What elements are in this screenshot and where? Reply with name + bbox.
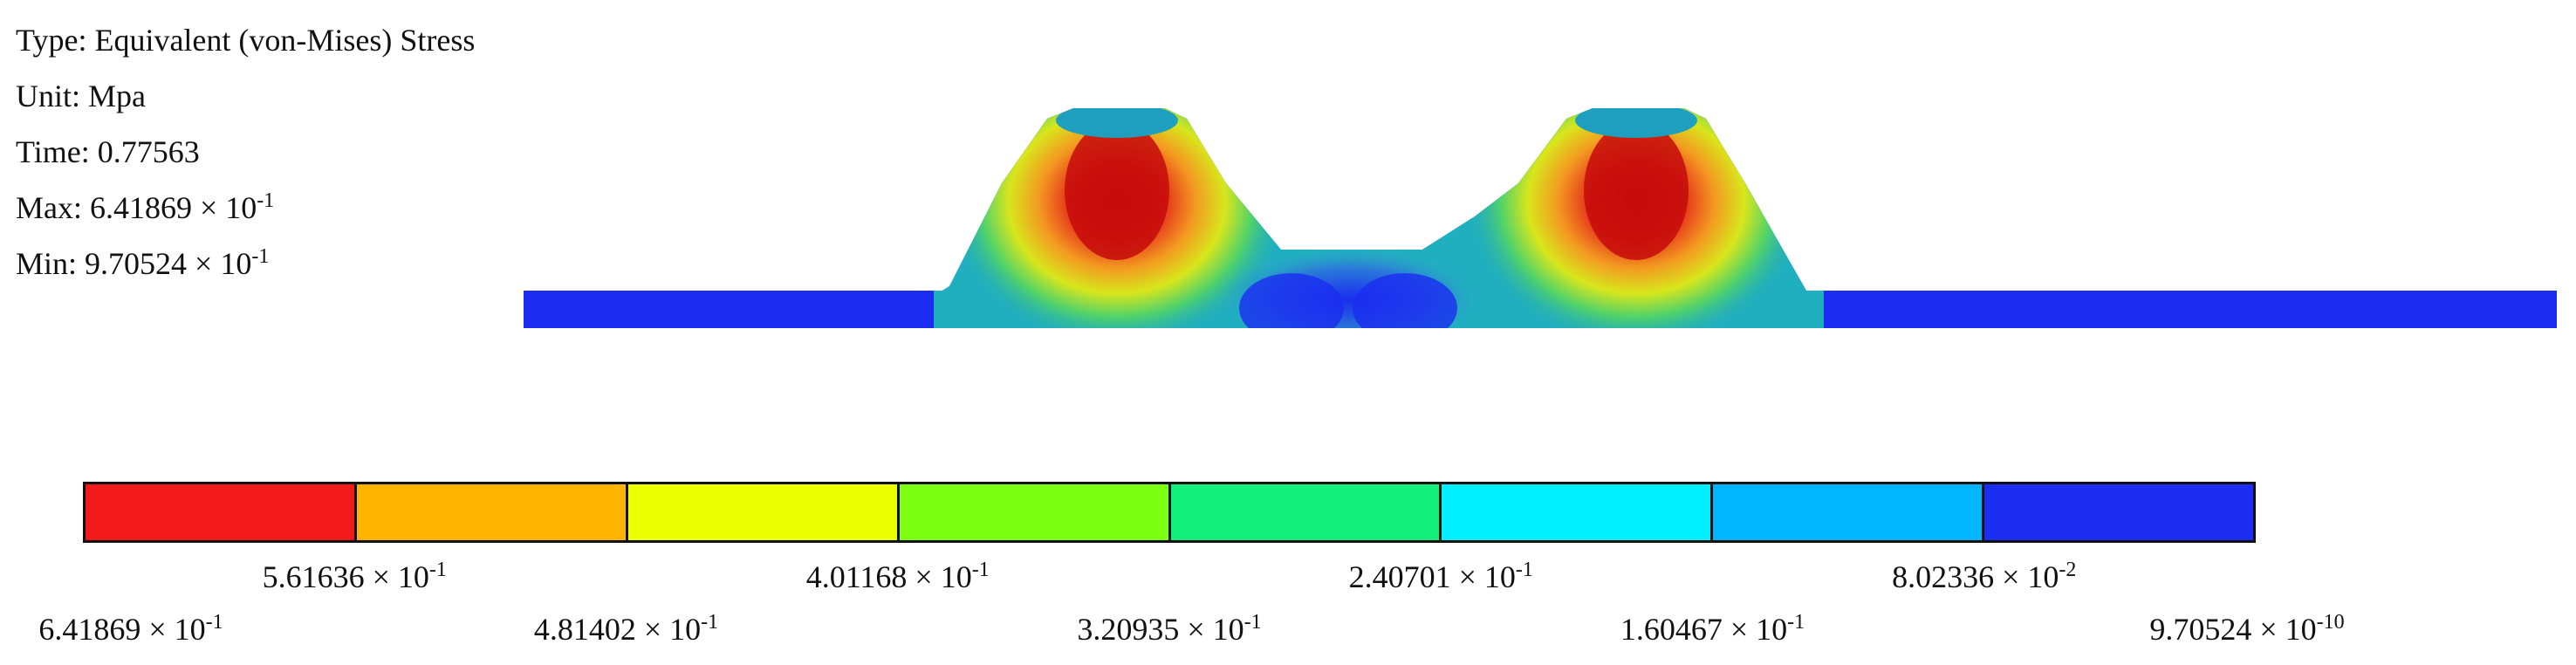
legend-tick-exponent: -1 [428, 559, 447, 581]
legend-tick-label: 3.20935 × 10-1 [1077, 611, 1261, 648]
legend-tick-label: 4.01168 × 10-1 [806, 559, 990, 595]
result-time: Time: 0.77563 [16, 134, 200, 169]
legend-segment [1442, 484, 1714, 540]
result-min-mantissa: Min: 9.70524 × 10 [16, 246, 252, 281]
legend-tick-mantissa: 1.60467 × 10 [1620, 612, 1788, 647]
result-min-exponent: -1 [251, 245, 270, 268]
legend-tick-exponent: -1 [205, 611, 223, 634]
result-max-exponent: -1 [257, 189, 275, 212]
contour-fill [524, 108, 2557, 328]
result-type: Type: Equivalent (von-Mises) Stress [16, 23, 476, 58]
legend-tick-label: 9.70524 × 10-10 [2149, 611, 2344, 648]
legend-tick-exponent: -2 [2059, 559, 2077, 581]
legend-tick-exponent: -1 [1787, 611, 1805, 634]
legend-segment [356, 484, 628, 540]
legend-tick-mantissa: 3.20935 × 10 [1077, 612, 1244, 647]
legend-tick-exponent: -1 [971, 559, 990, 581]
legend-tick-label: 6.41869 × 10-1 [38, 611, 223, 648]
legend-tick-exponent: -1 [1515, 559, 1533, 581]
legend-segment [1713, 484, 1985, 540]
result-info: Type: Equivalent (von-Mises) Stress Unit… [16, 12, 475, 291]
legend-tick-label: 5.61636 × 10-1 [263, 559, 447, 595]
result-min: Min: 9.70524 × 10-1 [16, 236, 475, 291]
legend-tick-label: 4.81402 × 10-1 [534, 611, 718, 648]
color-legend-bar [83, 482, 2256, 543]
result-unit: Unit: Mpa [16, 79, 146, 113]
legend-tick-mantissa: 4.81402 × 10 [533, 612, 702, 647]
legend-segment [1170, 484, 1442, 540]
legend-segment [899, 484, 1171, 540]
result-max-mantissa: Max: 6.41869 × 10 [16, 190, 257, 225]
legend-tick-mantissa: 6.41869 × 10 [38, 612, 206, 647]
legend-tick-label: 2.40701 × 10-1 [1349, 559, 1533, 595]
legend-tick-mantissa: 4.01168 × 10 [805, 559, 972, 594]
legend-tick-exponent: -10 [2316, 611, 2345, 634]
legend-segment [86, 484, 357, 540]
result-max: Max: 6.41869 × 10-1 [16, 180, 475, 236]
legend-tick-mantissa: 9.70524 × 10 [2149, 612, 2317, 647]
legend-segment [1984, 484, 2253, 540]
legend-segment [627, 484, 900, 540]
legend-tick-exponent: -1 [701, 611, 719, 634]
legend-tick-label: 1.60467 × 10-1 [1620, 611, 1805, 648]
legend-tick-mantissa: 8.02336 × 10 [1892, 559, 2059, 594]
legend-tick-exponent: -1 [1243, 611, 1262, 634]
legend-tick-mantissa: 2.40701 × 10 [1348, 559, 1516, 594]
stress-contour-model [524, 108, 2557, 328]
legend-tick-mantissa: 5.61636 × 10 [262, 559, 429, 594]
legend-tick-label: 8.02336 × 10-2 [1892, 559, 2076, 595]
